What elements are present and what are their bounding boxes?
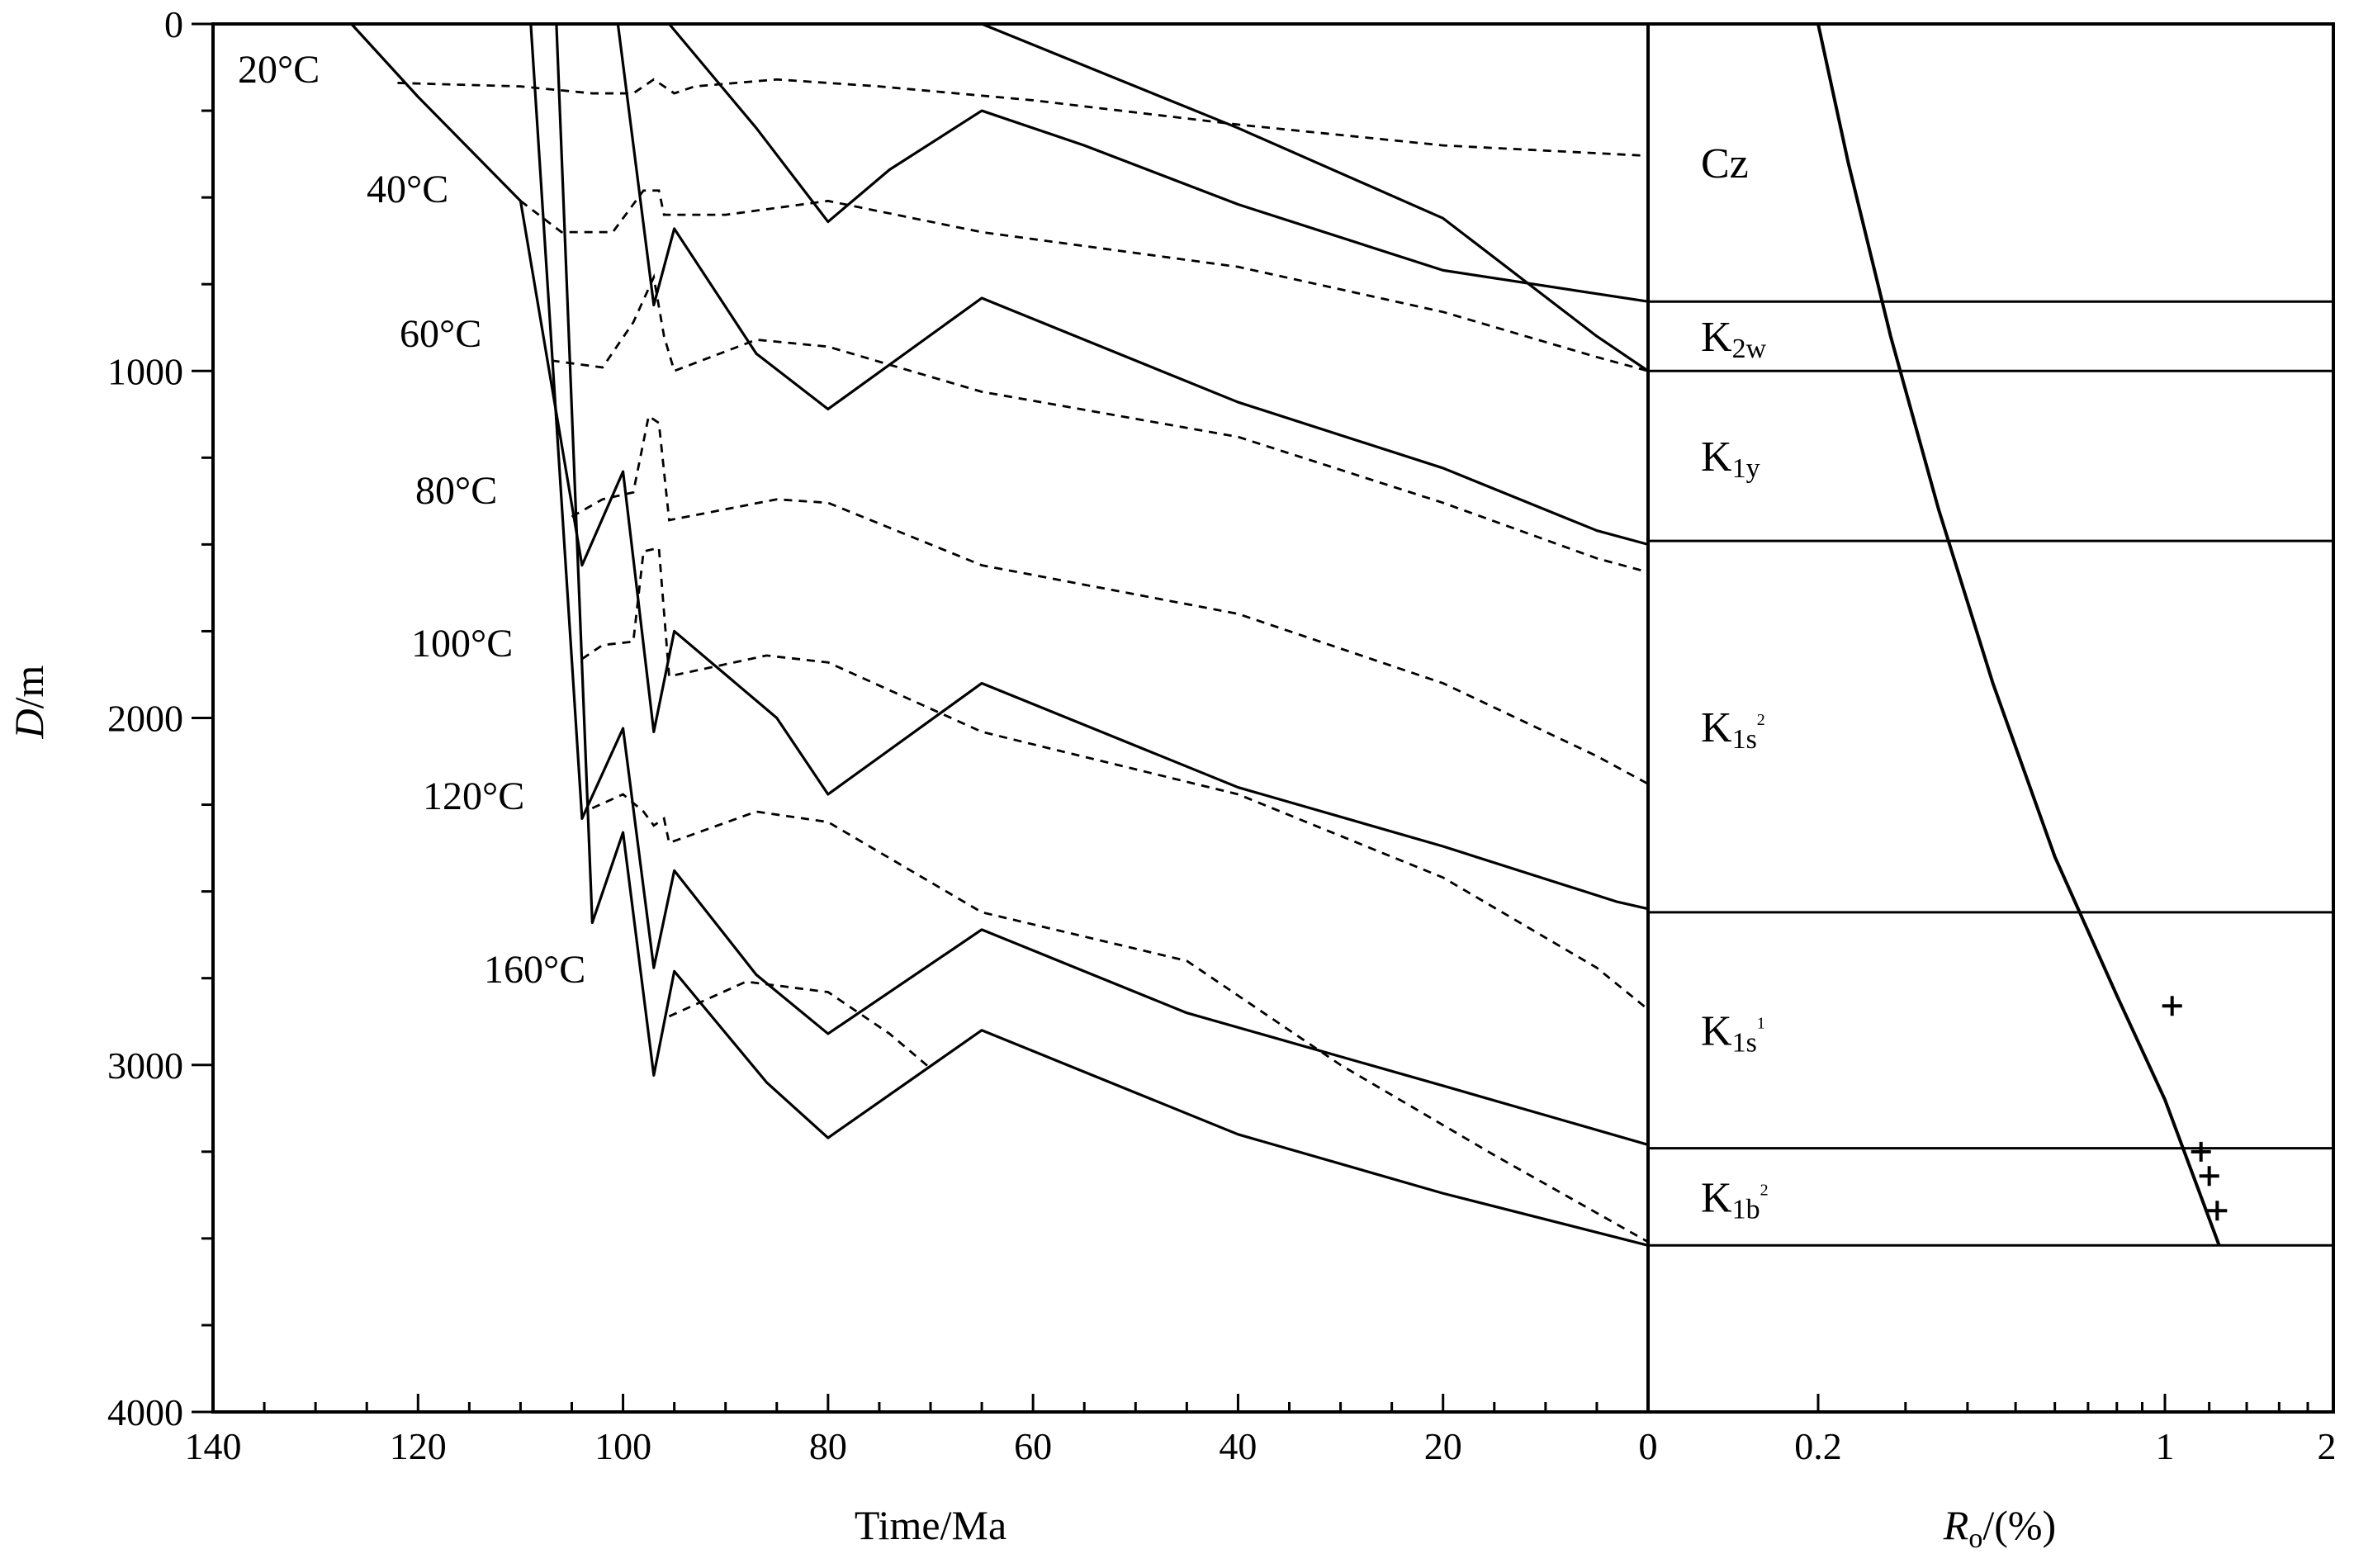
burial-curve-5 [616,23,1649,546]
y-tick-label: 2000 [107,698,183,740]
x-tick-label: 20 [1424,1425,1462,1467]
ro-tick-label: 0.2 [1794,1425,1842,1467]
isotherm-curve-3 [551,273,1649,574]
formation-label-k1y: K1y [1701,433,1760,484]
isotherm-label-40c: 40°C [367,168,448,211]
burial-curve-7 [981,22,1649,372]
x-tick-label: 0 [1639,1425,1658,1467]
ro-measured-point [2199,1166,2219,1187]
isotherm-label-160c: 160°C [484,948,585,992]
ro-model-line [1816,23,2221,1246]
burial-curve-6 [668,22,1649,303]
x-tick-label: 60 [1014,1425,1052,1467]
formation-labels: Cz K2w K1y K1s2 K1s1 K1b2 [1701,140,1769,1225]
burial-curve-3 [529,23,1649,1146]
ro-tick-label: 1 [2156,1425,2175,1467]
isotherm-curves: 20°C 40°C 60°C 80°C 100°C 120°C 160°C [238,48,1649,1244]
y-tick-label: 3000 [107,1045,183,1087]
isotherm-label-60c: 60°C [400,312,481,356]
ro-model-curve [1816,23,2221,1246]
ro-profile-plot: Cz K2w K1y K1s2 K1s1 K1b2 0 0.2 1 2 [1639,22,2337,1467]
ro-measured-point [2162,996,2182,1016]
x-tick-label: 40 [1219,1425,1257,1467]
isotherm-curve-6 [591,793,1649,1244]
burial-curves [335,22,1649,1247]
y-axis-title: D/m [6,665,52,739]
isotherm-curve-1 [397,78,1649,158]
formation-label-k1s2: K1s2 [1701,704,1765,755]
ro-measured-points [2162,996,2228,1221]
ro-tick-label: 0 [1639,1425,1658,1467]
ro-plot-frame [1646,22,2335,1414]
isotherm-curve-7 [668,980,931,1070]
plot-frame [211,22,1650,1414]
x-axis-title: Time/Ma [855,1502,1006,1548]
x-tick-label: 120 [390,1425,447,1467]
formation-label-k1b2: K1b2 [1701,1174,1769,1225]
axis-titles: Time/Ma D/m Ro/(%) [6,665,2056,1554]
formation-label-k1s1: K1s1 [1701,1008,1765,1059]
x-tick-label: 80 [809,1425,847,1467]
burial-history-plot: 20°C 40°C 60°C 80°C 100°C 120°C 160°C 140 120 10… [107,3,1658,1467]
x-axis-ticks: 140 120 100 80 60 40 20 0 [185,1394,1658,1467]
ro-axis-title: Ro/(%) [1943,1502,2056,1554]
ro-measured-point [2207,1201,2228,1221]
isotherm-label-100c: 100°C [411,622,513,666]
formation-boundaries [1648,300,2333,1247]
x-tick-label: 100 [594,1425,651,1467]
ro-axis-ticks: 0 0.2 1 2 [1639,1394,2337,1467]
x-tick-label: 140 [185,1425,242,1467]
y-tick-label: 1000 [107,350,183,392]
y-tick-label: 0 [164,3,183,45]
isotherm-label-80c: 80°C [415,469,497,513]
isotherm-curve-4 [571,414,1649,785]
burial-curve-2 [350,22,1649,911]
y-axis-ticks: 0 1000 2000 3000 4000 [107,3,213,1433]
burial-curve-4 [555,23,1649,1247]
ro-tick-label: 2 [2318,1425,2337,1467]
isotherm-label-20c: 20°C [238,48,320,92]
isotherm-curve-5 [581,546,1649,1011]
ro-measured-point [2191,1141,2211,1162]
formation-label-cz: Cz [1701,140,1749,187]
formation-label-k2w: K2w [1701,314,1767,364]
isotherm-label-120c: 120°C [423,775,524,818]
isotherm-curve-2 [519,189,1649,372]
y-tick-label: 4000 [107,1391,183,1433]
